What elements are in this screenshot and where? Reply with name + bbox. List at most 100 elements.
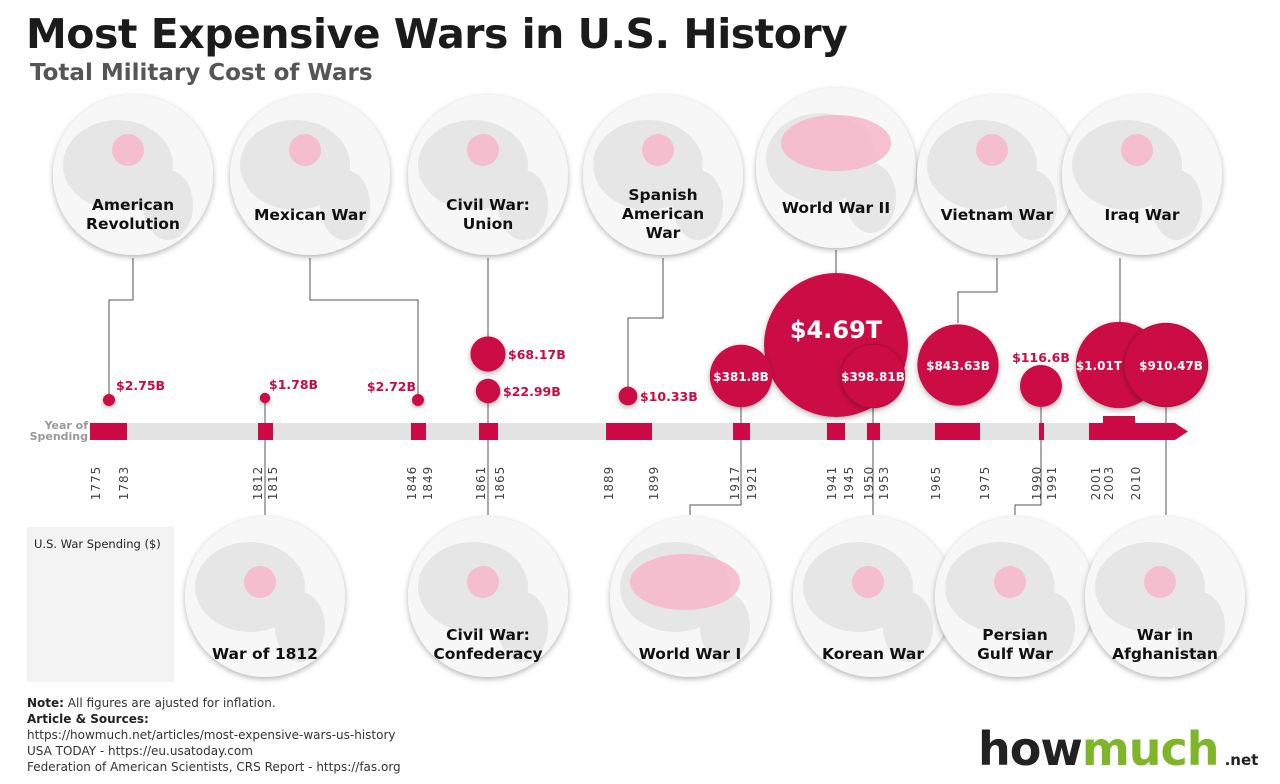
war-name-line: Civil War: bbox=[446, 626, 530, 644]
note-label: Note: bbox=[27, 696, 64, 710]
value-label: $1.01T bbox=[1076, 359, 1123, 373]
year-tick-label: 1917 bbox=[728, 466, 742, 501]
war-name-line: Union bbox=[463, 215, 514, 233]
source-link[interactable]: USA TODAY - https://eu.usatoday.com bbox=[27, 744, 253, 758]
value-bubble bbox=[618, 386, 638, 406]
land-shape bbox=[883, 592, 933, 662]
value-bubble bbox=[917, 324, 999, 406]
war-name-line: Revolution bbox=[86, 215, 180, 233]
war-name-label: Civil War: Union bbox=[446, 196, 530, 233]
year-tick-label: 1815 bbox=[266, 466, 280, 501]
year-tick-label: 1921 bbox=[745, 466, 759, 501]
connector-line bbox=[957, 258, 998, 323]
value-label: $2.75B bbox=[116, 378, 165, 393]
land-shape bbox=[240, 120, 350, 210]
howmuch-logo: howmuch .net bbox=[978, 722, 1259, 776]
map-circle-civil-war-confederacy: Civil War: Confederacy bbox=[408, 517, 568, 677]
value-label: $2.72B bbox=[367, 379, 416, 394]
land-shape bbox=[1175, 592, 1225, 662]
war-name-line: American bbox=[92, 196, 174, 214]
connector-line bbox=[689, 406, 742, 515]
source-link[interactable]: https://howmuch.net/articles/most-expens… bbox=[27, 728, 396, 742]
year-bar bbox=[867, 423, 880, 440]
war-name-label: Civil War: Confederacy bbox=[433, 626, 542, 663]
land-shape bbox=[593, 120, 703, 210]
region-highlight bbox=[289, 134, 321, 166]
value-label: $398.81B bbox=[841, 370, 905, 384]
region-highlight bbox=[467, 134, 499, 166]
value-label: $10.33B bbox=[640, 389, 698, 404]
land-shape bbox=[63, 120, 173, 210]
legend-title: U.S. War Spending ($) bbox=[34, 537, 161, 551]
land-shape bbox=[1025, 592, 1075, 662]
map-circle-american-revolution: American Revolution bbox=[53, 95, 213, 255]
value-bubble bbox=[411, 393, 425, 407]
sources-label: Article & Sources: bbox=[27, 712, 149, 726]
year-bar bbox=[90, 423, 127, 440]
value-label: $381.8B bbox=[713, 370, 768, 384]
war-name-label: Vietnam War bbox=[941, 206, 1054, 224]
land-shape bbox=[320, 170, 370, 240]
war-name-label: World War II bbox=[782, 199, 890, 217]
value-bubble bbox=[1123, 322, 1209, 408]
year-tick-label: 1849 bbox=[421, 466, 435, 501]
year-tick-label: 1965 bbox=[929, 466, 943, 501]
year-tick-label: 1846 bbox=[405, 466, 419, 501]
war-name-line: World War I bbox=[639, 645, 741, 663]
map-circle-world-war-ii: World War II bbox=[756, 88, 916, 248]
year-tick-label: 2001 bbox=[1089, 466, 1103, 501]
year-tick-label: 1950 bbox=[862, 466, 876, 501]
land-shape bbox=[418, 120, 528, 210]
war-name-label: War of 1812 bbox=[212, 645, 318, 663]
war-name-label: Iraq War bbox=[1104, 206, 1179, 224]
year-tick-label: 1812 bbox=[251, 466, 265, 501]
war-name-line: War of 1812 bbox=[212, 645, 318, 663]
page-title: Most Expensive Wars in U.S. History bbox=[26, 10, 848, 58]
land-shape bbox=[275, 592, 325, 662]
region-highlight bbox=[852, 566, 884, 598]
region-highlight bbox=[1144, 566, 1176, 598]
war-name-line: War bbox=[646, 224, 681, 242]
map-circle-civil-war-union: Civil War: Union bbox=[408, 95, 568, 255]
value-label: $22.99B bbox=[503, 384, 561, 399]
year-tick-label: 1990 bbox=[1030, 466, 1044, 501]
connector-line bbox=[627, 258, 664, 387]
land-shape bbox=[1072, 120, 1182, 210]
year-bar bbox=[733, 423, 750, 440]
land-shape bbox=[1152, 170, 1202, 240]
year-bar bbox=[606, 423, 652, 440]
war-name-label: Spanish American War bbox=[622, 186, 704, 242]
region-highlight bbox=[976, 134, 1008, 166]
year-tick-label: 1899 bbox=[647, 466, 661, 501]
year-tick-label: 1975 bbox=[978, 466, 992, 501]
connector-line bbox=[309, 258, 419, 394]
region-highlight bbox=[994, 566, 1026, 598]
notes: Note: All figures are ajusted for inflat… bbox=[27, 695, 401, 775]
axis-label: Spending bbox=[30, 430, 88, 443]
war-name-line: Korean War bbox=[822, 645, 924, 663]
note-text: All figures are ajusted for inflation. bbox=[63, 696, 276, 710]
map-circle-persian-gulf-war: Persian Gulf War bbox=[935, 517, 1095, 677]
year-bar bbox=[1089, 423, 1175, 440]
war-name-label: American Revolution bbox=[86, 196, 180, 233]
year-bar bbox=[411, 423, 426, 440]
page-subtitle: Total Military Cost of Wars bbox=[30, 60, 373, 86]
map-circle-spanish-american-war: Spanish American War bbox=[583, 95, 743, 255]
year-tick-label: 1865 bbox=[493, 466, 507, 501]
value-label: $68.17B bbox=[508, 347, 566, 362]
war-name-line: War in bbox=[1137, 626, 1193, 644]
map-circle-iraq-war: Iraq War bbox=[1062, 95, 1222, 255]
war-name-line: American bbox=[622, 205, 704, 223]
region-highlight bbox=[1121, 134, 1153, 166]
connector-line bbox=[108, 258, 134, 394]
source-link[interactable]: Federation of American Scientists, CRS R… bbox=[27, 760, 401, 774]
year-bar bbox=[827, 423, 845, 440]
year-tick-label: 1861 bbox=[474, 466, 488, 501]
war-name-label: Persian Gulf War bbox=[977, 626, 1053, 663]
war-name-line: World War II bbox=[782, 199, 890, 217]
land-shape bbox=[498, 170, 548, 240]
value-bubble bbox=[709, 344, 773, 408]
value-label: $116.6B bbox=[1012, 350, 1070, 365]
year-tick-label: 1945 bbox=[842, 466, 856, 501]
land-shape bbox=[143, 170, 193, 240]
